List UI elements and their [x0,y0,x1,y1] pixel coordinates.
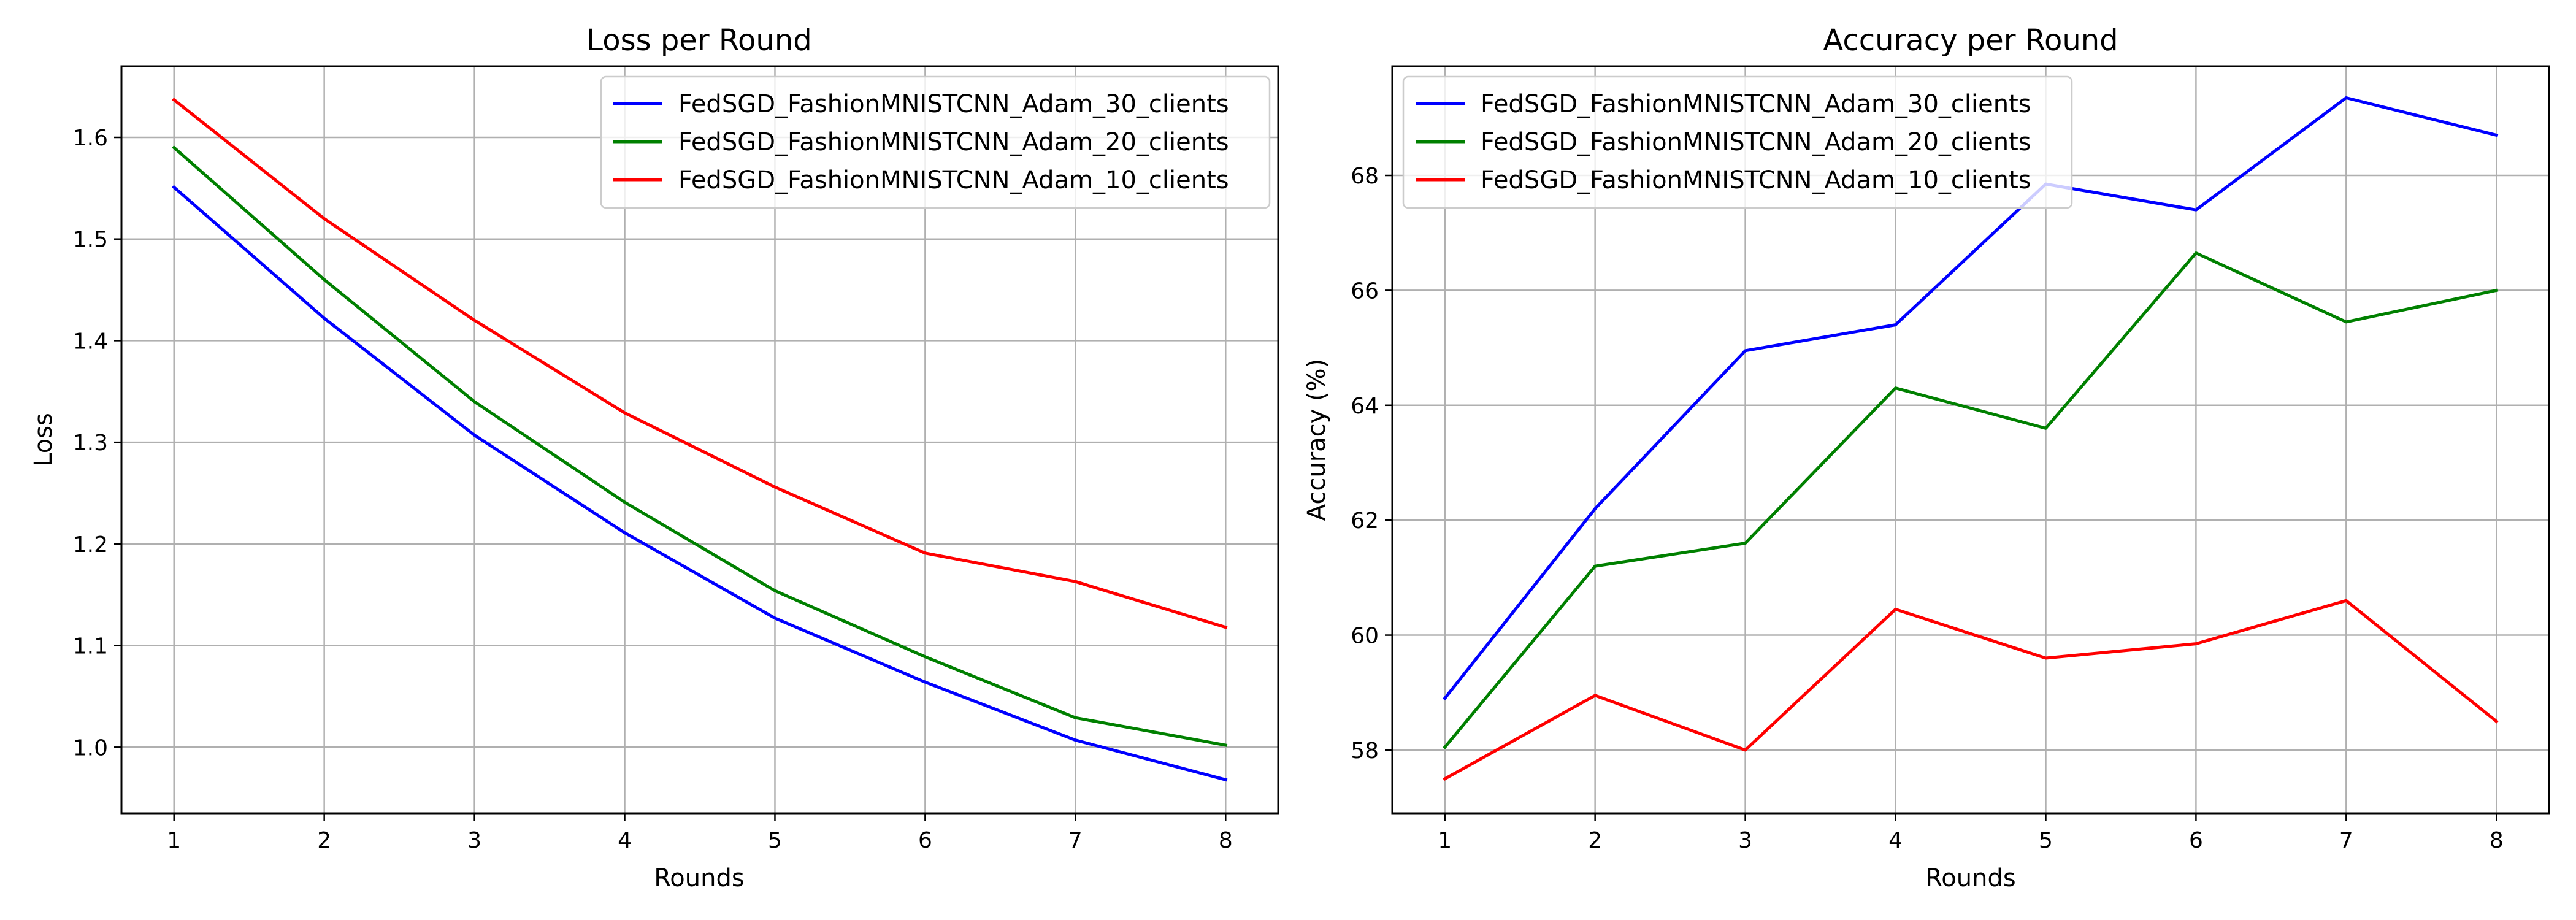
loss-chart-xtick-label: 4 [618,828,632,853]
accuracy-chart-xtick-label: 5 [2039,828,2053,853]
loss-chart-xtick-label: 3 [467,828,481,853]
loss-chart-series [172,98,1228,782]
accuracy-chart-legend-label: FedSGD_FashionMNISTCNN_Adam_30_clients [1481,90,2031,118]
loss-chart-ticks: 1 2 3 4 5 6 7 8 1.0 1.1 1.2 1.3 1.4 1.5 1.6 [73,126,1233,853]
loss-chart-xtick-label: 2 [317,828,331,853]
accuracy-chart-ytick-label: 66 [1351,278,1379,304]
accuracy-chart-xtick-label: 2 [1588,828,1602,853]
accuracy-chart-title: Accuracy per Round [1823,23,2118,58]
loss-chart-frame [120,65,1279,815]
loss-chart-series-line-0 [172,185,1228,782]
accuracy-chart-xtick-label: 6 [2189,828,2203,853]
loss-chart-legend: FedSGD_FashionMNISTCNN_Adam_30_clients Fe… [600,75,1271,209]
accuracy-chart-xtick-label: 3 [1738,828,1752,853]
loss-chart: Loss per Round 1 2 3 4 5 6 7 8 1.0 1.1 1.2 1.3 1.4 1.… [29,23,1279,892]
loss-chart-xtick-label: 1 [167,828,181,853]
accuracy-chart-series [1443,96,2499,781]
accuracy-chart-xlabel: Rounds [1925,864,2015,892]
loss-chart-legend-label: FedSGD_FashionMNISTCNN_Adam_30_clients [678,90,1229,118]
accuracy-chart-legend-label: FedSGD_FashionMNISTCNN_Adam_20_clients [1481,128,2031,156]
loss-chart-series-line-2 [172,98,1228,629]
accuracy-chart-ytick-label: 64 [1351,394,1379,419]
accuracy-chart-legend-box [1402,75,2073,209]
accuracy-chart-series-line-1 [1443,251,2499,749]
loss-chart-legend-label: FedSGD_FashionMNISTCNN_Adam_20_clients [678,128,1229,156]
accuracy-chart-ytick-label: 62 [1351,508,1379,534]
accuracy-chart-xtick-label: 8 [2490,828,2504,853]
loss-chart-ytick-label: 1.1 [73,634,108,659]
accuracy-chart-ytick-label: 68 [1351,164,1379,189]
accuracy-chart-series-line-2 [1443,599,2499,781]
accuracy-chart-legend: FedSGD_FashionMNISTCNN_Adam_30_clients Fe… [1402,75,2073,209]
loss-chart-ytick-label: 1.2 [73,532,108,558]
accuracy-chart-xtick-label: 7 [2339,828,2353,853]
loss-chart-xlabel: Rounds [654,864,744,892]
loss-chart-ytick-label: 1.0 [73,735,108,761]
accuracy-chart-xtick-label: 1 [1438,828,1452,853]
accuracy-chart-xtick-label: 4 [1888,828,1903,853]
loss-chart-ytick-label: 1.6 [73,126,108,151]
loss-chart-ytick-label: 1.3 [73,431,108,456]
loss-chart-xtick-label: 8 [1219,828,1233,853]
loss-chart-ytick-label: 1.5 [73,228,108,253]
accuracy-chart-series-line-0 [1443,96,2499,701]
accuracy-chart-ylabel: Accuracy (%) [1303,359,1331,521]
loss-chart-series-line-1 [172,145,1228,747]
accuracy-chart-ticks: 1 2 3 4 5 6 7 8 58 60 62 64 66 68 [1351,164,2504,853]
loss-chart-title: Loss per Round [586,23,811,58]
loss-chart-ytick-label: 1.4 [73,329,108,354]
loss-chart-xtick-label: 5 [768,828,782,853]
loss-chart-xtick-label: 6 [918,828,932,853]
loss-chart-xtick-label: 7 [1068,828,1083,853]
accuracy-chart-ytick-label: 58 [1351,738,1379,764]
loss-chart-legend-box [600,75,1271,209]
accuracy-chart: Accuracy per Round 1 2 3 4 5 6 7 8586062646668 … [1303,23,2550,892]
accuracy-chart-legend-label: FedSGD_FashionMNISTCNN_Adam_10_clients [1481,166,2031,194]
accuracy-chart-ytick-label: 60 [1351,624,1379,649]
accuracy-chart-frame [1391,65,2550,815]
loss-chart-ylabel: Loss [29,413,58,467]
loss-chart-legend-label: FedSGD_FashionMNISTCNN_Adam_10_clients [678,166,1229,194]
